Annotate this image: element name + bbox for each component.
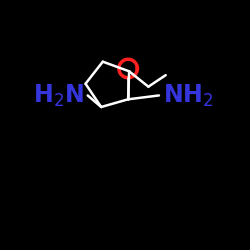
Text: NH$_2$: NH$_2$ [163, 82, 213, 108]
Text: H$_2$N: H$_2$N [33, 82, 84, 108]
